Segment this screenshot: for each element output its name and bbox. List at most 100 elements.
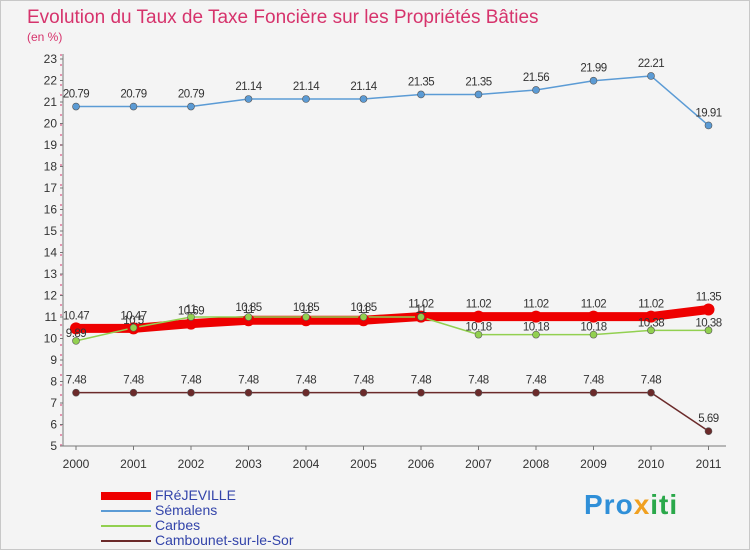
data-point-carbes [244, 313, 253, 321]
data-label-carbes: 10.18 [580, 322, 606, 334]
data-point-carbes [647, 326, 655, 335]
data-label-frejeville: 11.35 [696, 291, 722, 303]
y-tick-label: 5 [50, 439, 57, 453]
y-tick-label: 23 [44, 52, 58, 66]
y-tick-label: 6 [50, 418, 57, 432]
series-line-cambounet [75, 391, 710, 432]
x-tick-label: 2009 [580, 457, 607, 471]
data-point-frejeville [702, 303, 715, 316]
data-point-cambounet [187, 388, 195, 397]
data-point-frejeville [530, 310, 542, 323]
data-label-carbes: 10.5 [123, 315, 143, 327]
y-tick-label: 16 [44, 203, 58, 217]
data-label-frejeville: 11.02 [523, 299, 549, 311]
data-point-semalens [704, 121, 713, 130]
data-point-cambounet [72, 388, 80, 397]
y-tick-label: 8 [50, 375, 57, 389]
y-tick-label: 21 [44, 95, 58, 109]
y-tick-label: 22 [44, 74, 58, 88]
data-point-frejeville [645, 310, 657, 323]
data-label-frejeville: 10.85 [235, 302, 261, 314]
data-point-semalens [532, 86, 540, 94]
data-point-cambounet [302, 388, 310, 397]
x-tick-label: 2008 [523, 457, 550, 471]
data-point-carbes [302, 313, 310, 321]
legend-swatch-carbes [101, 525, 151, 527]
x-tick-label: 2001 [120, 457, 147, 471]
data-point-semalens [589, 76, 598, 85]
value-labels-group: 10.47 10.47 10.69 10.85 10.85 10.85 11.02 11.02… [63, 58, 722, 425]
y-tick-label: 13 [44, 267, 58, 281]
data-label-semalens: 22.21 [638, 58, 664, 70]
data-label-frejeville: 11.02 [638, 299, 664, 311]
data-point-cambounet [244, 388, 253, 397]
x-tick-label: 2010 [638, 457, 665, 471]
data-label-frejeville: 11.02 [408, 299, 434, 311]
data-label-cambounet: 7.48 [123, 375, 143, 387]
chart-title: Evolution du Taux de Taxe Foncière sur l… [27, 7, 539, 28]
data-label-frejeville: 10.47 [120, 310, 146, 322]
data-label-semalens: 20.79 [63, 89, 89, 101]
data-label-cambounet: 7.48 [468, 375, 488, 387]
data-point-semalens [72, 102, 80, 111]
data-point-carbes [532, 330, 540, 339]
data-label-cambounet: 7.48 [641, 375, 661, 387]
y-tick-label: 20 [44, 117, 58, 131]
y-tick-label: 12 [44, 289, 58, 303]
y-tick-label: 11 [45, 310, 58, 324]
data-point-semalens [417, 90, 425, 99]
y-tick-label: 9 [50, 353, 57, 367]
data-point-frejeville [472, 310, 485, 323]
data-label-semalens: 20.79 [178, 89, 204, 101]
data-label-semalens: 19.91 [695, 107, 721, 119]
axes-group: 5 6 7 8 9 10 11 12 13 14 15 16 17 18 19 20 21 22 23 2000 200… [44, 52, 726, 471]
data-label-frejeville: 10.85 [293, 302, 319, 314]
data-label-semalens: 21.99 [580, 63, 606, 75]
data-label-carbes: 10.38 [695, 317, 721, 329]
data-label-semalens: 21.35 [408, 76, 434, 88]
data-label-semalens: 21.14 [350, 81, 377, 93]
data-label-cambounet: 7.48 [238, 375, 258, 387]
data-point-carbes [589, 330, 598, 339]
data-label-semalens: 21.14 [235, 81, 262, 93]
legend-label-frejeville: FRéJEVILLE [155, 487, 236, 503]
series-line-semalens [75, 75, 710, 127]
data-point-frejeville [185, 317, 197, 330]
data-point-cambounet [704, 427, 713, 435]
data-label-carbes: 11 [416, 304, 427, 316]
unit-label: (en %) [27, 30, 63, 44]
legend-item-cambounet: Cambounet-sur-le-Sor [101, 532, 341, 548]
proxiti-logo: Proxiti [584, 489, 678, 521]
data-point-carbes [474, 330, 483, 339]
data-label-frejeville: 11.02 [581, 299, 607, 311]
data-label-carbes: 10.18 [523, 322, 549, 334]
logo-part-3: iti [650, 489, 679, 520]
x-tick-label: 2007 [465, 457, 492, 471]
data-point-carbes [359, 313, 368, 321]
data-point-semalens [244, 95, 253, 103]
data-label-frejeville: 10.47 [63, 310, 89, 322]
x-tick-label: 2003 [235, 457, 262, 471]
y-tick-label: 10 [44, 332, 58, 346]
data-point-carbes [417, 313, 425, 321]
data-label-cambounet: 7.48 [296, 375, 316, 387]
data-point-carbes [129, 323, 138, 332]
logo-part-1: Pro [584, 489, 634, 520]
data-point-cambounet [129, 388, 138, 397]
data-label-carbes: 9.89 [66, 328, 86, 340]
data-point-cambounet [474, 388, 483, 397]
data-label-cambounet: 7.48 [583, 375, 603, 387]
data-label-cambounet: 7.48 [181, 375, 201, 387]
data-label-frejeville: 10.69 [178, 306, 204, 318]
data-label-cambounet: 7.48 [353, 375, 373, 387]
x-tick-label: 2006 [408, 457, 435, 471]
y-tick-label: 17 [44, 181, 58, 195]
x-tick-label: 2000 [63, 457, 90, 471]
data-label-carbes: 11 [358, 304, 369, 316]
data-label-carbes: 11 [301, 304, 312, 316]
data-label-semalens: 21.56 [523, 72, 549, 84]
data-point-frejeville [587, 310, 600, 323]
data-point-carbes [187, 313, 195, 321]
data-label-semalens: 20.79 [120, 89, 146, 101]
